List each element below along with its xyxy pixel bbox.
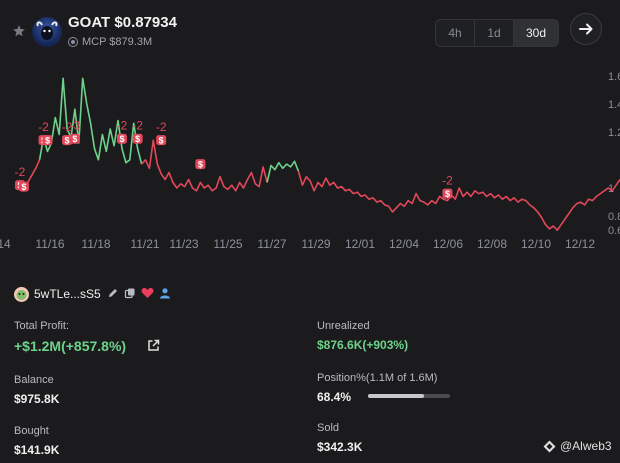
tab-4h[interactable]: 4h: [436, 20, 475, 46]
trade-marker-box: [116, 133, 127, 144]
position-value: 68.4%: [317, 390, 352, 404]
balance-value: $975.8K: [14, 392, 60, 406]
trade-marker: $: [42, 135, 53, 146]
arrow-right-icon: [579, 23, 593, 35]
user-icon[interactable]: [159, 287, 171, 299]
x-tick-label: 12/08: [477, 237, 507, 251]
wallet-address[interactable]: 5wTLe...sS5: [34, 287, 101, 301]
watermark: @Alweb3: [543, 439, 612, 453]
timeframe-selector: 4h 1d 30d: [435, 19, 559, 47]
trade-marker-symbol: $: [159, 136, 164, 146]
trade-marker-box: [132, 133, 143, 144]
x-tick-label: 11/21: [130, 237, 159, 251]
x-tick-label: 12/01: [345, 237, 375, 251]
tab-30d[interactable]: 30d: [514, 20, 558, 46]
trade-marker-symbol: $: [445, 189, 450, 199]
trade-marker-box: [156, 135, 167, 146]
x-tick-label: 14: [0, 237, 11, 251]
bought-value: $141.9K: [14, 443, 60, 457]
trade-marker-symbol: $: [198, 160, 203, 170]
diamond-logo-icon: [543, 440, 556, 452]
y-tick-label: 0.8: [608, 211, 620, 223]
wallet-avatar: [14, 287, 29, 302]
price-chart[interactable]: 1.61.41.210.80.60.51383$-2$$-2$$-2$-3$-2…: [0, 55, 620, 260]
position-progress-fill: [368, 394, 425, 398]
trade-marker: $-2: [132, 119, 143, 144]
y-tick-label: 1.4: [608, 99, 620, 111]
x-tick-label: 12/06: [433, 237, 463, 251]
x-tick-label: 11/25: [213, 237, 242, 251]
market-cap: MCP $879.3M: [82, 36, 153, 48]
bought-label: Bought: [14, 425, 49, 437]
trade-marker: $: [18, 181, 29, 192]
x-tick-label: 12/04: [389, 237, 419, 251]
y-tick-label: 1.2: [608, 127, 620, 139]
trade-marker-box: [442, 188, 453, 199]
trade-marker: $: [195, 159, 206, 170]
trade-marker-symbol: $: [21, 182, 26, 192]
sold-label: Sold: [317, 422, 340, 434]
trade-marker-label: -2: [15, 165, 26, 179]
trade-marker-symbol: $: [135, 134, 140, 144]
trade-marker-label: -2: [132, 119, 143, 133]
trade-marker: $-3: [70, 119, 81, 144]
token-logo: [32, 17, 62, 47]
trade-marker-symbol: $: [72, 134, 77, 144]
token-title: GOAT $0.87934: [68, 14, 177, 31]
position-label: Position%(1.1M of 1.6M): [317, 372, 438, 384]
trade-marker-box: [42, 135, 53, 146]
total-profit-value: +$1.2M(+857.8%): [14, 338, 127, 354]
favorite-star-icon[interactable]: [12, 24, 26, 38]
trade-marker-symbol: $: [119, 134, 124, 144]
mcp-icon: [68, 37, 78, 47]
trade-marker-label: -2: [156, 120, 167, 134]
edit-icon[interactable]: [107, 287, 119, 299]
trade-marker-box: [69, 133, 80, 144]
trade-marker-symbol: $: [65, 136, 70, 146]
x-tick-label: 12/12: [565, 237, 595, 251]
trade-marker-symbol: $: [45, 136, 50, 146]
copy-icon[interactable]: [124, 287, 136, 299]
sold-value: $342.3K: [317, 440, 363, 454]
total-profit-label: Total Profit:: [14, 320, 70, 332]
wallet-actions: [107, 287, 171, 299]
trade-marker-box: [18, 181, 29, 192]
trade-marker-box: [195, 159, 206, 170]
trade-marker: $-2: [117, 119, 128, 144]
y-tick-label: 1.6: [608, 71, 620, 83]
trade-marker: $ -2: [62, 120, 73, 146]
trade-marker: $-2: [442, 174, 453, 200]
x-tick-label: 11/29: [301, 237, 330, 251]
x-tick-label: 11/27: [257, 237, 286, 251]
trade-marker-label: -2: [442, 174, 453, 188]
trade-marker-label: -3: [70, 119, 81, 133]
price-line-segment-1: [38, 77, 143, 165]
x-tick-label: 12/10: [521, 237, 551, 251]
unrealized-value: $876.6K(+903%): [317, 338, 409, 352]
goat-icon: [36, 21, 58, 40]
x-tick-label: 11/23: [169, 237, 198, 251]
y-tick-label: 1: [608, 183, 614, 195]
price-line-segment-2: [141, 139, 268, 192]
y-tick-label: 0.51383: [608, 55, 620, 58]
trade-marker-label: -2: [62, 120, 73, 134]
balance-label: Balance: [14, 374, 54, 386]
trade-marker-label: -2: [117, 119, 128, 133]
trade-marker-box: [62, 135, 73, 146]
share-icon[interactable]: [147, 339, 160, 352]
price-line-segment-3: [266, 160, 300, 183]
watermark-text: @Alweb3: [560, 439, 612, 453]
heart-icon[interactable]: [141, 287, 154, 299]
x-tick-label: 11/16: [35, 237, 64, 251]
x-tick-label: 11/18: [81, 237, 110, 251]
price-line-segment-4: [297, 170, 620, 231]
y-tick-label: 0.6: [608, 225, 620, 237]
unrealized-label: Unrealized: [317, 320, 370, 332]
trade-marker-label: -2: [38, 120, 49, 134]
position-progress-bar: [368, 394, 450, 398]
tab-1d[interactable]: 1d: [475, 20, 514, 46]
trade-marker: $ -2: [156, 120, 167, 146]
open-details-button[interactable]: [570, 13, 602, 45]
